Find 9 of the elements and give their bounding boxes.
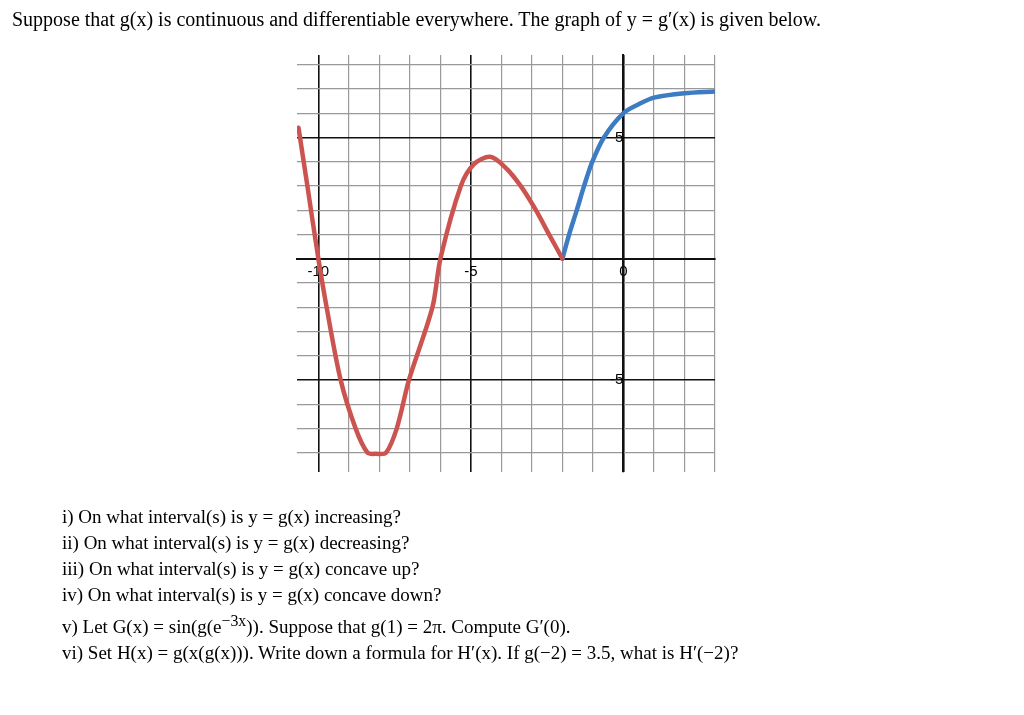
text: i) On what interval(s) is y = g(x) increasing? <box>62 505 402 529</box>
line-series <box>560 89 715 261</box>
text: vi) Set H(x) = g(x(g(x))). Write down a formula for H′(x). If g(−2) = 3.5, what is H′(−2)? <box>62 641 739 666</box>
text: iii) On what interval(s) is y = g(x) concave up? <box>62 557 421 581</box>
line-series <box>297 125 565 457</box>
text: iv) On what interval(s) is y = g(x) concave down? <box>62 583 443 607</box>
text: v) Let G(x) = sin(g(e$^{−3x}$)). Suppose that g(1) = 2π. Compute G′(0). <box>62 611 572 640</box>
chart-title: Suppose that g(x) is continuous and differentiable everywhere. The graph of y = g′(x) is given below. <box>12 8 821 31</box>
text: ii) On what interval(s) is y = g(x) decreasing? <box>62 531 411 555</box>
